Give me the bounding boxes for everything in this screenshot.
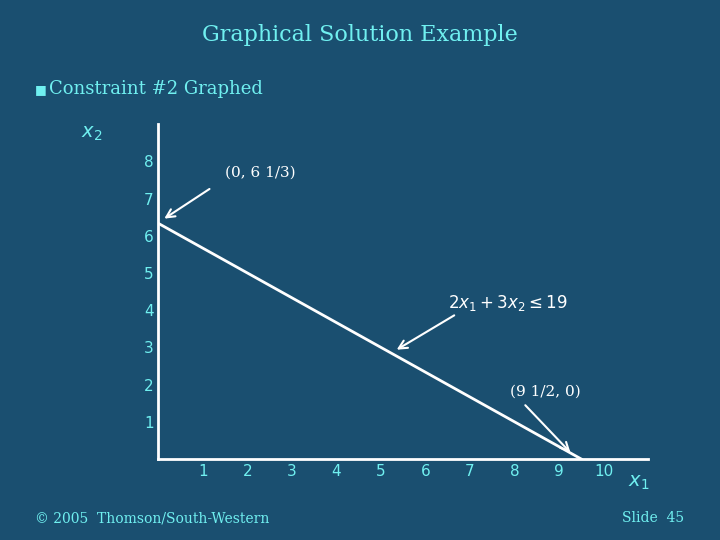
Text: $x_2$: $x_2$ <box>81 124 102 143</box>
Text: (0, 6 1/3): (0, 6 1/3) <box>225 166 296 180</box>
Text: © 2005  Thomson/South-Western: © 2005 Thomson/South-Western <box>35 511 269 525</box>
Text: Constraint #2 Graphed: Constraint #2 Graphed <box>49 80 263 98</box>
Text: Graphical Solution Example: Graphical Solution Example <box>202 24 518 46</box>
Text: ■: ■ <box>35 83 46 96</box>
Text: $2x_1 + 3x_2 \leq 19$: $2x_1 + 3x_2 \leq 19$ <box>448 293 567 313</box>
Text: $x_1$: $x_1$ <box>629 474 650 492</box>
Text: (9 1/2, 0): (9 1/2, 0) <box>510 385 581 399</box>
Text: Slide  45: Slide 45 <box>622 511 684 525</box>
